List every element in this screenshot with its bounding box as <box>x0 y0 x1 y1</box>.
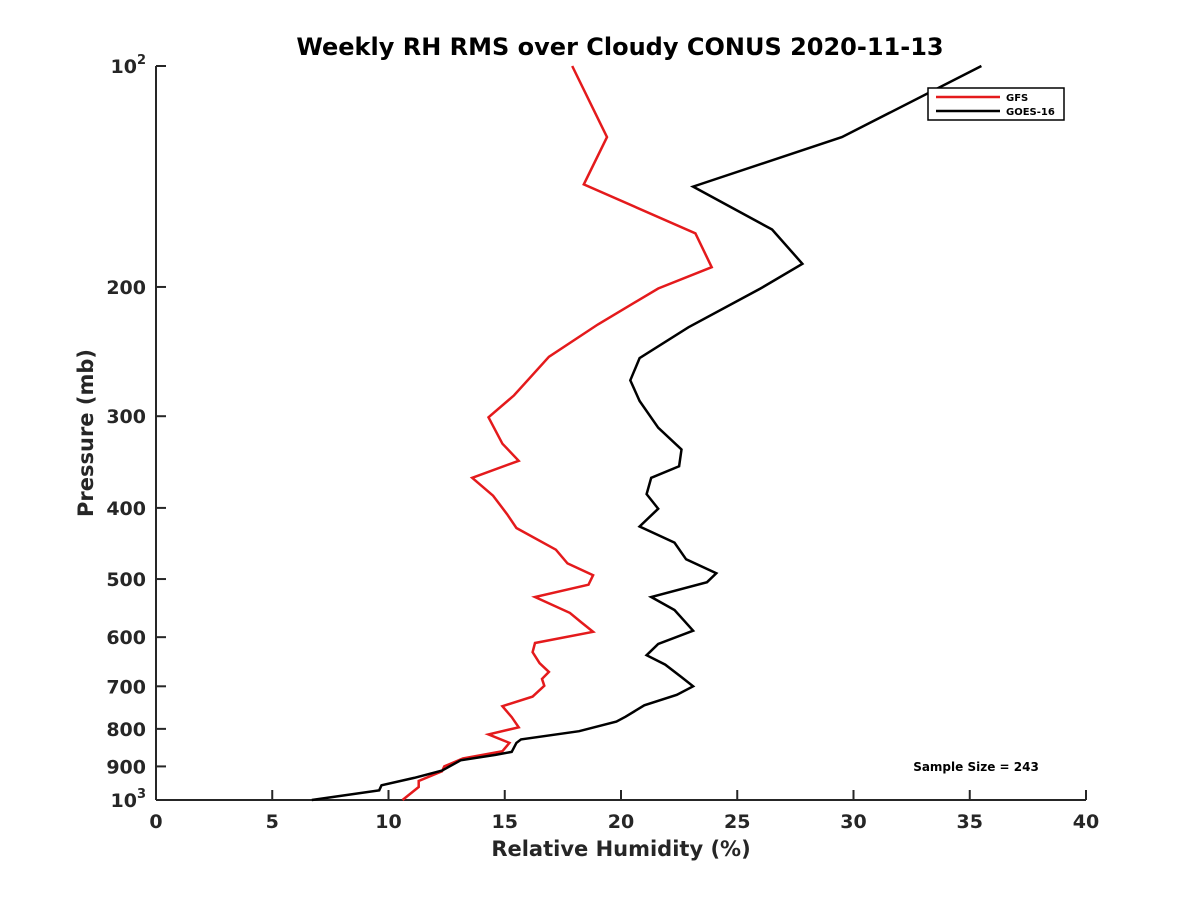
y-axis-label: Pressure (mb) <box>74 349 98 517</box>
plot-area <box>155 66 1086 801</box>
legend: GFS GOES-16 <box>927 87 1065 121</box>
x-tick-label: 30 <box>840 811 866 833</box>
y-tick-label: 500 <box>106 569 146 591</box>
y-tick-label: 102 <box>111 53 147 78</box>
y-tick-label: 900 <box>106 756 146 778</box>
y-tick-label: 600 <box>106 627 146 649</box>
y-tick-label: 700 <box>106 676 146 698</box>
series-layer <box>311 64 982 802</box>
x-axis-ticks: 0 5 10 15 20 25 30 35 40 <box>149 790 1099 833</box>
x-tick-label: 5 <box>266 811 279 833</box>
chart-title: Weekly RH RMS over Cloudy CONUS 2020-11-… <box>296 33 943 61</box>
x-tick-label: 25 <box>724 811 750 833</box>
y-tick-label: 200 <box>106 277 146 299</box>
sample-size-annotation: Sample Size = 243 <box>913 760 1039 774</box>
y-tick-label: 103 <box>111 787 147 812</box>
legend-label-goes-16: GOES-16 <box>1006 107 1055 118</box>
series-line-gfs <box>401 65 714 801</box>
y-axis-ticks: 102 200 300 400 500 600 700 800 900 103 <box>106 53 166 812</box>
legend-box <box>927 87 1065 121</box>
x-tick-label: 10 <box>375 811 401 833</box>
x-tick-label: 0 <box>149 811 162 833</box>
x-axis-label: Relative Humidity (%) <box>491 837 750 861</box>
y-tick-label: 300 <box>106 406 146 428</box>
legend-label-gfs: GFS <box>1006 93 1028 104</box>
x-tick-label: 35 <box>957 811 983 833</box>
series-line-goes-16 <box>311 64 982 802</box>
y-tick-label: 400 <box>106 498 146 520</box>
x-tick-label: 15 <box>492 811 518 833</box>
x-tick-label: 40 <box>1073 811 1099 833</box>
y-tick-label: 800 <box>106 719 146 741</box>
x-tick-label: 20 <box>608 811 634 833</box>
